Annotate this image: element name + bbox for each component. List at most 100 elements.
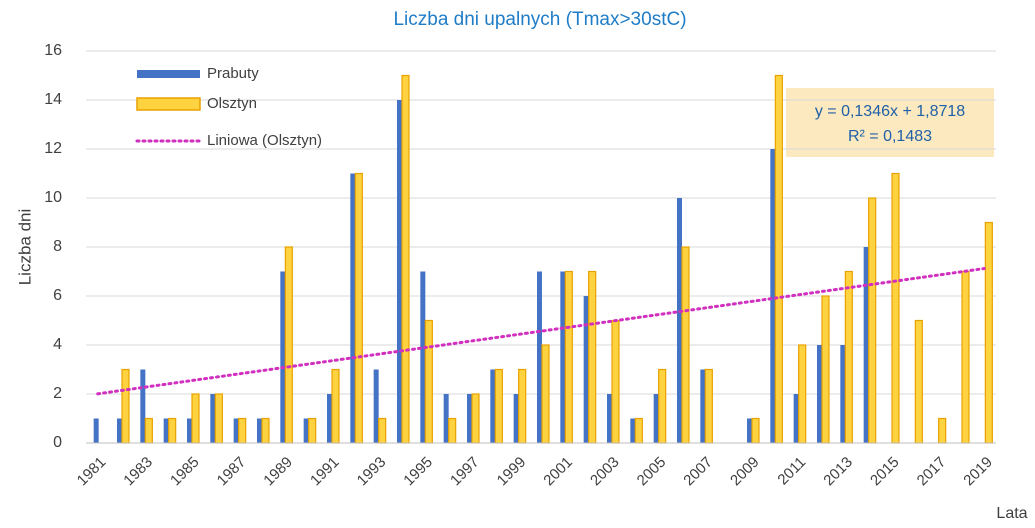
bar (891, 172, 900, 444)
legend-label: Olsztyn (207, 95, 257, 112)
bar (168, 417, 177, 444)
bar (140, 369, 146, 443)
bar (588, 270, 597, 444)
bar (681, 246, 690, 444)
bar (210, 394, 216, 443)
x-tick-label: 1997 (447, 454, 483, 490)
bar (751, 417, 760, 444)
bar (494, 368, 503, 444)
bar (308, 417, 317, 444)
y-tick-label: 2 (53, 385, 62, 402)
bar (261, 417, 270, 444)
bar (583, 296, 589, 443)
bar (914, 319, 923, 444)
y-tick-label: 16 (44, 42, 62, 59)
bar (238, 417, 247, 444)
x-tick-label: 2001 (540, 454, 576, 490)
x-tick-label: 2015 (867, 454, 903, 490)
x-tick-label: 1983 (120, 454, 156, 490)
x-tick-label: 1999 (494, 454, 530, 490)
chart-title: Liczba dni upalnych (Tmax>30stC) (393, 9, 686, 30)
x-tick-label: 2005 (634, 454, 670, 490)
bar (961, 270, 970, 444)
x-tick-label: 2013 (820, 454, 856, 490)
bar (611, 319, 620, 444)
bar (817, 345, 822, 443)
x-tick-label: 2017 (914, 454, 950, 490)
x-tick-label: 2003 (587, 454, 623, 490)
x-tick-label: 2011 (774, 454, 809, 489)
bar (257, 418, 262, 443)
y-tick-label: 6 (53, 287, 62, 304)
x-tick-label: 1987 (214, 454, 250, 490)
bar (467, 394, 472, 443)
bar (490, 369, 496, 443)
legend-label: Prabuty (207, 65, 259, 82)
bar (471, 393, 480, 444)
bar (770, 149, 776, 443)
bar (984, 221, 993, 444)
bar (373, 369, 379, 443)
bar (448, 417, 457, 444)
legend-label: Liniowa (Olsztyn) (207, 132, 322, 149)
x-tick-label: 1993 (354, 454, 390, 490)
bar (163, 418, 169, 443)
bar (284, 246, 293, 444)
bar (541, 344, 550, 444)
x-tick-label: 2019 (960, 454, 996, 490)
equation-box (786, 88, 994, 157)
trend-equation: y = 0,1346x + 1,8718 (815, 103, 965, 120)
y-tick-label: 8 (53, 238, 62, 255)
bar (117, 418, 122, 443)
legend-swatch (136, 97, 201, 111)
bar (144, 417, 153, 444)
bar (658, 368, 667, 444)
bar (350, 173, 356, 443)
bar (840, 345, 846, 443)
grid (86, 50, 996, 444)
x-tick-label: 2007 (680, 454, 716, 490)
trend-r2: R² = 0,1483 (848, 128, 932, 145)
x-tick-label: 1981 (74, 454, 110, 490)
y-tick-label: 4 (53, 336, 62, 353)
bar (401, 74, 410, 444)
bar (518, 368, 527, 444)
x-tick-label: 1995 (400, 454, 436, 490)
bar (793, 394, 799, 443)
bar (868, 197, 877, 444)
x-tick-label: 1989 (260, 454, 296, 490)
y-axis-label: Liczba dni (15, 209, 34, 286)
y-tick-label: 12 (44, 140, 62, 157)
bar (513, 394, 519, 443)
bar (443, 394, 449, 443)
bar (303, 418, 309, 443)
bar (844, 270, 853, 444)
bar (280, 271, 286, 443)
bar (424, 319, 433, 444)
bar (634, 417, 643, 444)
bar (774, 74, 783, 444)
bar (354, 172, 363, 444)
y-tick-label: 0 (53, 434, 62, 451)
y-tick-label: 14 (44, 91, 62, 108)
bar (397, 100, 402, 443)
x-tick-label: 1991 (307, 454, 343, 490)
bar (214, 393, 223, 444)
legend-swatch (137, 70, 200, 78)
x-tick-label: 1985 (167, 454, 203, 490)
bar (653, 394, 659, 443)
bar (564, 270, 573, 444)
bar (677, 198, 682, 443)
bar (798, 344, 807, 444)
x-tick-label: 2009 (727, 454, 763, 490)
bar (420, 271, 426, 443)
bar (121, 368, 130, 444)
bar (704, 368, 713, 444)
bar (747, 418, 752, 443)
bar (327, 394, 332, 443)
bar (187, 418, 192, 443)
bar (537, 271, 542, 443)
bar (93, 418, 99, 443)
trendline (96, 267, 986, 396)
